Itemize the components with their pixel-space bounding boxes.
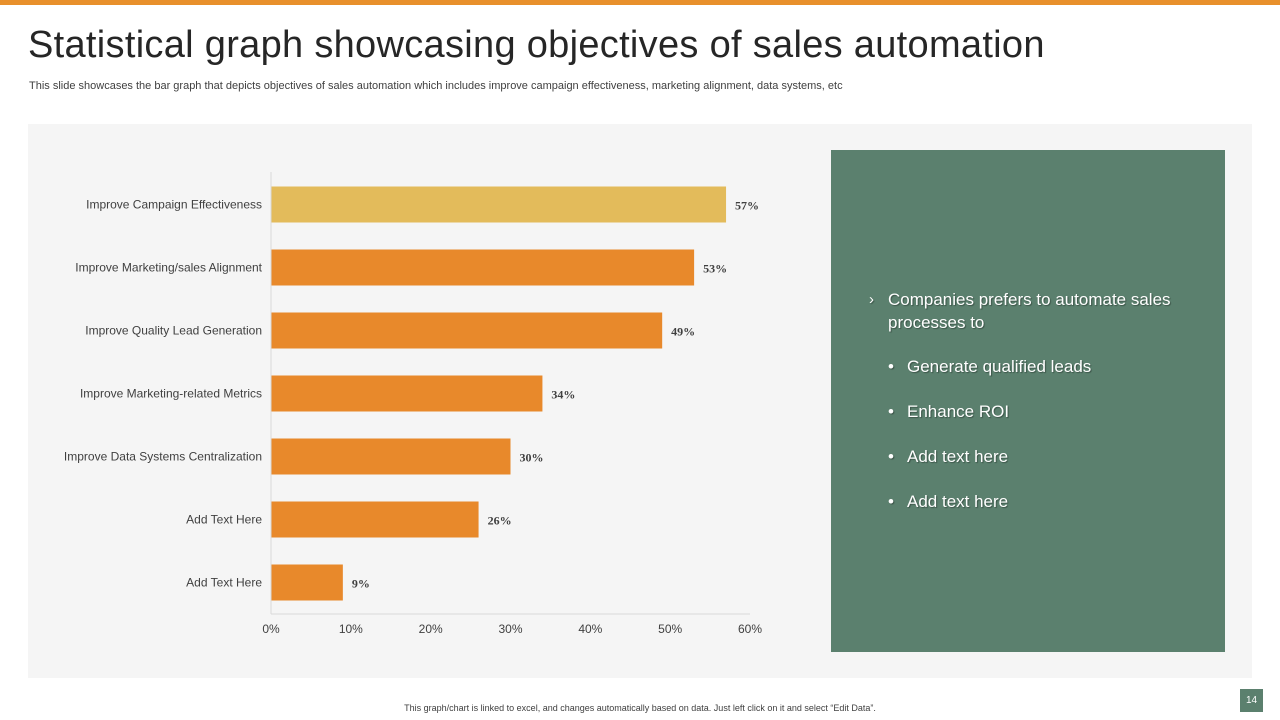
- bullet-icon: •: [888, 447, 894, 466]
- insight-box: › Companies prefers to automate sales pr…: [831, 150, 1225, 652]
- insight-item: • Add text here: [888, 447, 1009, 466]
- category-label-4: Improve Marketing-related Metrics: [80, 387, 262, 401]
- category-label-7: Add Text Here: [186, 576, 262, 590]
- insight-heading-text: Companies prefers to automate sales proc…: [888, 290, 1171, 332]
- bullet-icon: •: [888, 402, 894, 421]
- chevron-right-icon: ›: [869, 291, 874, 308]
- category-label-6: Add Text Here: [186, 513, 262, 527]
- data-label-4: 34%: [551, 388, 575, 402]
- bar-4: [271, 375, 543, 412]
- bar-6: [271, 501, 479, 538]
- x-tick-label: 10%: [339, 622, 363, 636]
- category-label-3: Improve Quality Lead Generation: [85, 324, 262, 338]
- category-label-1: Improve Campaign Effectiveness: [86, 198, 262, 212]
- insight-heading: › Companies prefers to automate sales pr…: [869, 288, 1189, 334]
- bar-2: [271, 249, 695, 286]
- data-label-1: 57%: [735, 199, 759, 213]
- page-number: 14: [1240, 689, 1263, 712]
- footnote: This graph/chart is linked to excel, and…: [404, 703, 876, 713]
- top-accent-bar: [0, 0, 1280, 5]
- insight-item: • Add text here: [888, 492, 1009, 511]
- bar-1: [271, 186, 727, 223]
- x-tick-label: 60%: [738, 622, 762, 636]
- x-tick-label: 20%: [419, 622, 443, 636]
- x-tick-label: 0%: [262, 622, 280, 636]
- x-tick-label: 40%: [578, 622, 602, 636]
- bar-3: [271, 312, 663, 349]
- insight-list: • Generate qualified leads • Enhance ROI •…: [869, 355, 1189, 513]
- data-label-3: 49%: [671, 325, 695, 339]
- bullet-icon: •: [888, 357, 894, 376]
- insight-item: • Enhance ROI: [888, 402, 1010, 421]
- slide-subtitle: This slide showcases the bar graph that …: [29, 80, 843, 92]
- insight-item: • Generate qualified leads: [888, 357, 1092, 376]
- bar-5: [271, 438, 511, 475]
- x-tick-label: 30%: [498, 622, 522, 636]
- bullet-icon: •: [888, 492, 894, 511]
- slide-title: Statistical graph showcasing objectives …: [28, 24, 1045, 66]
- category-label-2: Improve Marketing/sales Alignment: [75, 261, 262, 275]
- data-label-5: 30%: [520, 451, 544, 465]
- bar-7: [271, 564, 343, 601]
- data-label-7: 9%: [352, 577, 370, 591]
- x-tick-label: 50%: [658, 622, 682, 636]
- data-label-2: 53%: [703, 262, 727, 276]
- category-label-5: Improve Data Systems Centralization: [64, 450, 262, 464]
- bar-chart[interactable]: Improve Campaign Effectiveness 57% Improve…: [28, 124, 788, 678]
- data-label-6: 26%: [488, 514, 512, 528]
